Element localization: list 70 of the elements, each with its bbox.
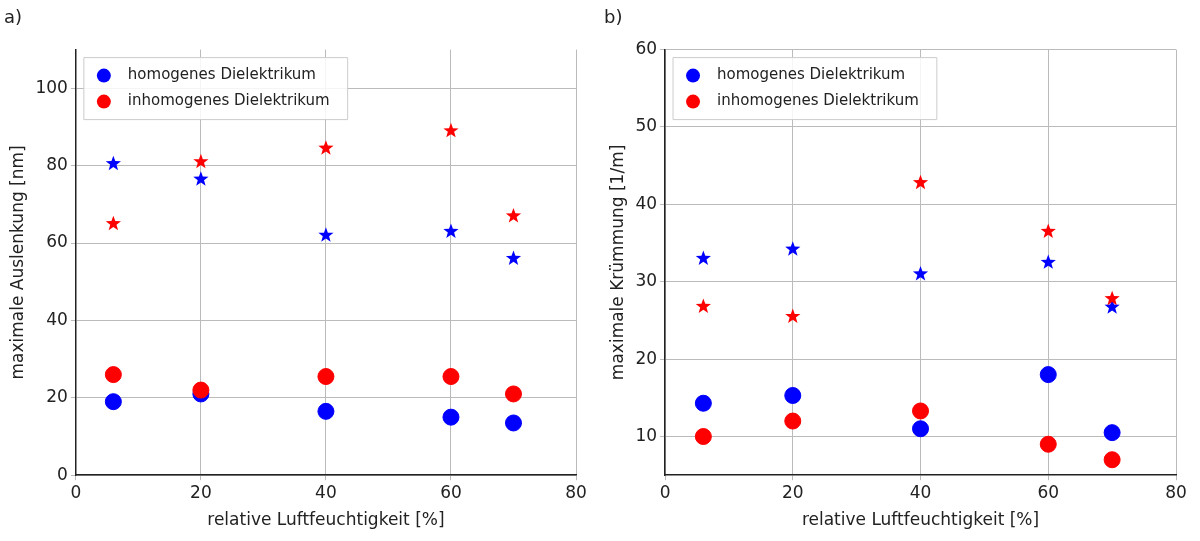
x-tick-label: 20 [190, 481, 212, 502]
point [1103, 451, 1121, 469]
chart-title: b) [604, 6, 623, 28]
x-tick-label: 40 [909, 481, 932, 502]
x-tick-label: 80 [565, 481, 587, 502]
y-tick-label: 60 [635, 38, 658, 59]
point [695, 298, 711, 313]
point [694, 394, 712, 412]
y-tick-label: 60 [46, 231, 68, 252]
point [504, 414, 522, 432]
point [443, 122, 459, 138]
y-tick-label: 30 [635, 270, 658, 291]
point [1039, 366, 1057, 384]
x-tick-label: 0 [659, 481, 671, 502]
y-tick-label: 40 [46, 308, 68, 329]
point [317, 402, 335, 420]
point [105, 155, 121, 171]
point [694, 428, 712, 446]
point [105, 215, 121, 231]
point [1104, 290, 1120, 306]
legend-label: homogenes Dielektrikum [127, 65, 316, 84]
y-axis-title: maximale Auslenkung [nm] [6, 145, 27, 380]
point [1040, 254, 1056, 269]
point [193, 171, 209, 186]
point [504, 385, 522, 403]
point [1103, 424, 1121, 442]
point [193, 153, 209, 169]
point [192, 381, 210, 399]
point [443, 223, 459, 238]
point [1039, 435, 1057, 453]
point [912, 402, 930, 420]
point [442, 408, 460, 426]
legend-label: inhomogenes Dielektrikum [127, 91, 330, 110]
point [317, 368, 335, 386]
legend-label: homogenes Dielektrikum [717, 65, 906, 84]
x-tick-label: 80 [1165, 481, 1187, 502]
x-tick-label: 20 [781, 481, 804, 502]
chart-title: a) [4, 6, 23, 28]
y-tick-label: 40 [635, 192, 658, 213]
point [785, 241, 801, 256]
x-tick-label: 40 [315, 481, 337, 502]
y-tick-label: 0 [57, 463, 68, 484]
point [104, 366, 122, 384]
y-tick-label: 80 [46, 154, 68, 175]
y-tick-label: 20 [635, 347, 658, 368]
x-axis-title: relative Luftfeuchtigkeit [%] [207, 509, 445, 530]
y-tick-label: 100 [35, 76, 68, 97]
point [784, 412, 802, 430]
point [505, 207, 522, 223]
point [912, 266, 929, 281]
x-tick-label: 60 [440, 481, 462, 502]
legend-label: inhomogenes Dielektrikum [717, 91, 919, 110]
point [104, 393, 122, 411]
point [912, 420, 930, 438]
point [785, 308, 801, 324]
point [318, 140, 334, 155]
x-tick-label: 60 [1037, 481, 1060, 502]
y-axis-title: maximale Krümmung [1/m] [606, 144, 627, 381]
point [1040, 223, 1056, 238]
point [912, 174, 929, 190]
point [505, 250, 522, 265]
point [442, 368, 460, 386]
x-axis-title: relative Luftfeuchtigkeit [%] [801, 509, 1040, 530]
point [784, 387, 802, 404]
point [318, 227, 334, 242]
y-tick-label: 50 [635, 115, 658, 136]
point [695, 250, 711, 265]
x-tick-label: 0 [70, 481, 82, 502]
y-tick-label: 20 [46, 386, 68, 407]
y-tick-label: 10 [635, 424, 658, 445]
